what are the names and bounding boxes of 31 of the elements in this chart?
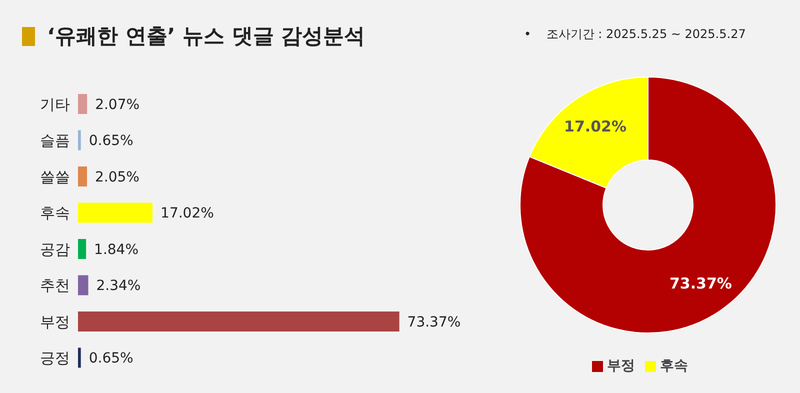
y-tick-label: 공감 <box>40 240 70 258</box>
y-tick-label: 슬픔 <box>40 132 70 150</box>
bar <box>78 311 400 332</box>
data-label: 2.34% <box>96 278 141 294</box>
y-tick-label: 추천 <box>40 276 70 295</box>
legend-label: 부정 <box>607 358 635 374</box>
y-tick-label: 기타 <box>40 95 70 114</box>
bar <box>78 275 88 296</box>
bar <box>78 94 88 114</box>
y-tick-label: 후속 <box>40 204 70 222</box>
data-label: 17.02% <box>564 118 627 136</box>
data-label: 73.37% <box>669 274 732 292</box>
y-tick-label: 쓸쓸 <box>40 168 70 186</box>
bar <box>78 238 86 259</box>
data-label: 0.65% <box>88 133 134 150</box>
data-label: 2.07% <box>95 96 140 113</box>
y-tick-label: 긍정 <box>40 349 70 368</box>
text: • 조사기간 : 2025.5.25 ~ 2025.5.27 <box>524 27 746 41</box>
data-label: 0.65% <box>88 350 134 367</box>
data-label: 17.02% <box>160 206 214 222</box>
data-label: 2.05% <box>94 169 140 186</box>
data-label: 73.37% <box>407 314 461 330</box>
bar <box>78 202 153 223</box>
chart-title: ‘유쾌한 연출’ 뉴스 댓글 감성분석 <box>47 23 366 50</box>
bar <box>78 130 81 150</box>
legend-label: 후속 <box>660 358 688 374</box>
bar <box>78 348 81 368</box>
y-tick-label: 부정 <box>40 312 70 331</box>
bar <box>78 166 87 186</box>
data-label: 1.84% <box>94 242 139 258</box>
donut-slice <box>520 76 776 334</box>
